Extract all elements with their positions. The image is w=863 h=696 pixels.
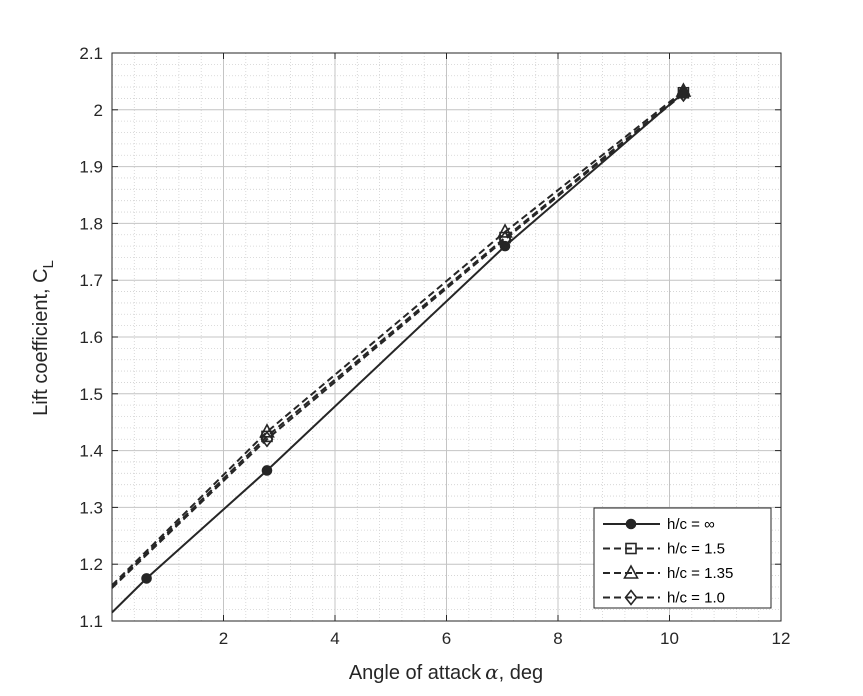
x-tick-labels: 2 4 6 8 10 12 — [219, 629, 791, 648]
y-tick-label: 1.2 — [79, 555, 103, 574]
x-tick-label: 12 — [772, 629, 791, 648]
series-2-line — [111, 91, 685, 588]
legend-marker-3 — [623, 564, 639, 579]
y-tick-label: 2 — [94, 101, 103, 120]
y-tick-label: 1.5 — [79, 385, 103, 404]
legend-marker-2 — [625, 542, 637, 555]
legend: h/c = ∞ h/c = 1.5 h/c = 1.35 h/c = 1.0 — [593, 507, 772, 609]
legend-marker-1 — [625, 518, 637, 530]
y-tick-label: 1.3 — [79, 498, 103, 517]
legend-label-2: h/c = 1.5 — [667, 541, 725, 558]
series-1-point — [261, 465, 273, 476]
y-tick-label: 1.1 — [79, 612, 103, 631]
x-tick-label: 8 — [553, 629, 562, 648]
y-tick-label: 1.6 — [79, 328, 103, 347]
x-tick-label: 4 — [330, 629, 339, 648]
series-4 — [111, 85, 690, 589]
legend-label-4: h/c = 1.0 — [667, 590, 725, 607]
x-axis-label-text: Angle of attack — [349, 662, 482, 684]
x-axis-label-unit: , deg — [499, 662, 543, 684]
x-axis-label: Angle of attack α, deg — [349, 660, 543, 684]
series-layer — [111, 82, 692, 614]
series-1-point — [141, 573, 152, 584]
tick-marks — [112, 52, 782, 622]
y-axis-label-text: Lift coefficient, C — [30, 268, 52, 415]
y-axis-label: Lift coefficient, CL — [30, 260, 57, 416]
series-4-point — [260, 430, 274, 448]
y-tick-label: 1.7 — [79, 271, 103, 290]
y-tick-labels: 1.1 1.2 1.3 1.4 1.5 1.6 1.7 1.8 1.9 2 2.1 — [79, 44, 103, 631]
series-3-line — [111, 90, 685, 586]
y-tick-label: 1.8 — [79, 214, 103, 233]
series-4-point — [498, 231, 512, 248]
legend-label-3: h/c = 1.35 — [667, 565, 733, 582]
series-4-point — [676, 85, 690, 103]
series-3-point — [259, 423, 275, 438]
x-tick-label: 6 — [442, 629, 451, 648]
y-tick-label: 1.4 — [79, 442, 103, 461]
series-3-point — [497, 223, 513, 238]
legend-marker-4 — [624, 589, 638, 606]
legend-label-1: h/c = ∞ — [667, 516, 715, 533]
series-4-line — [111, 93, 685, 589]
x-tick-label: 2 — [219, 629, 228, 648]
x-axis-label-symbol: α — [485, 660, 499, 684]
x-tick-label: 10 — [660, 629, 679, 648]
y-tick-label: 2.1 — [79, 44, 103, 63]
y-axis-label-subscript: L — [40, 260, 57, 268]
y-tick-label: 1.9 — [79, 158, 103, 177]
